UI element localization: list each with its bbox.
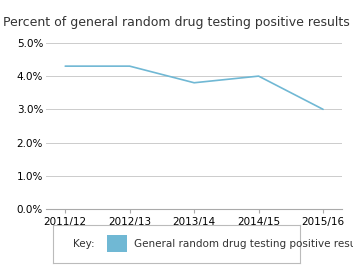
Text: Percent of general random drug testing positive results: Percent of general random drug testing p… bbox=[3, 16, 350, 29]
Text: Key:: Key: bbox=[73, 239, 94, 249]
Text: General random drug testing positive results: General random drug testing positive res… bbox=[134, 239, 353, 249]
Bar bbox=[107, 235, 127, 252]
